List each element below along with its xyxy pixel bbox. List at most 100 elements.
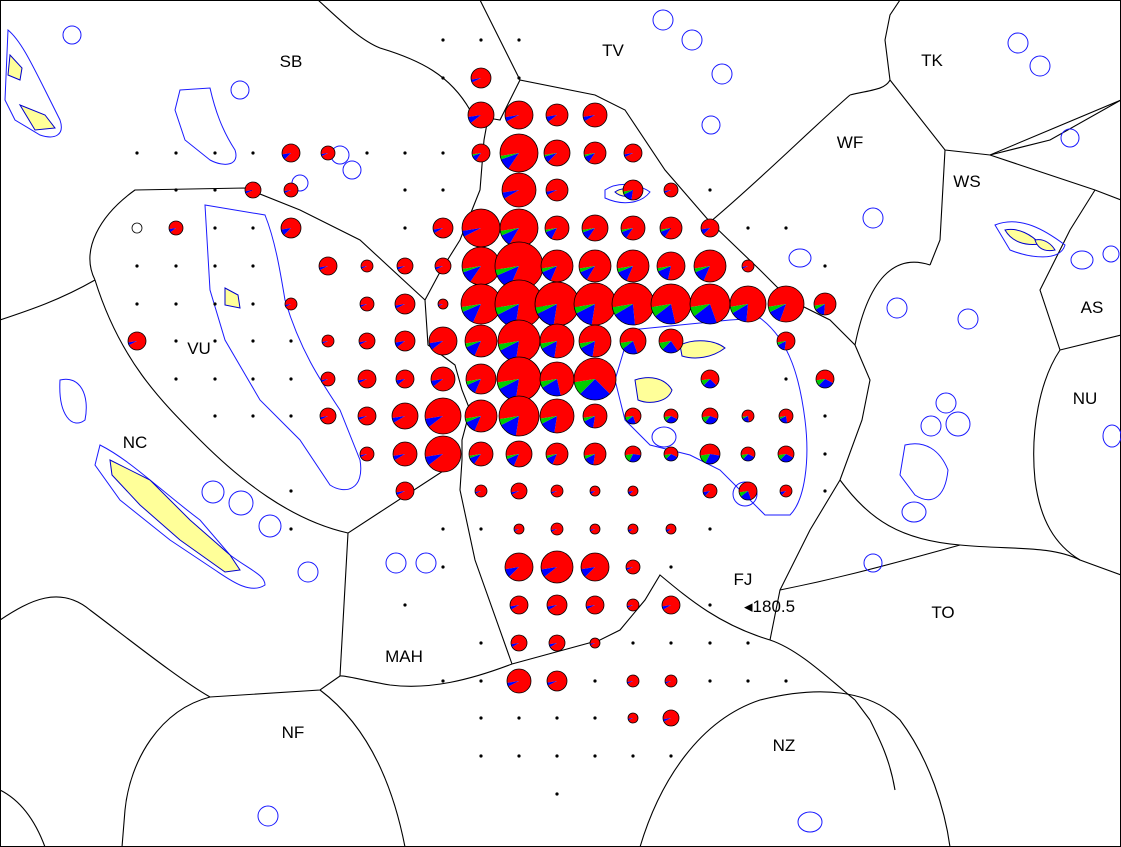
pie-slice-blue <box>463 266 481 282</box>
effort-dot <box>555 792 559 796</box>
pie-slice-green <box>541 266 557 273</box>
pie-outline <box>513 523 525 535</box>
pie-slice-blue <box>429 341 443 350</box>
pie-outline <box>620 215 646 241</box>
effort-dot <box>289 527 293 531</box>
effort-pie <box>391 402 419 430</box>
effort-dot <box>823 414 827 418</box>
pie-slice-blue <box>703 491 710 496</box>
pie-slice-green <box>778 454 786 460</box>
pie-outline <box>501 172 537 208</box>
pie-slice-red <box>392 403 419 429</box>
pie-slice-blue <box>666 416 678 423</box>
pie-slice-red <box>360 447 374 462</box>
pie-outline <box>777 445 795 463</box>
effort-pie <box>699 443 721 465</box>
effort-dot <box>555 716 559 720</box>
pie-slice-green <box>701 379 710 386</box>
effort-pie <box>505 440 533 468</box>
effort-pie <box>540 249 574 283</box>
pie-slice-red <box>700 370 719 386</box>
pie-slice-red <box>424 397 461 434</box>
pie-outline <box>664 674 678 688</box>
pie-slice-blue <box>514 529 519 532</box>
effort-pie <box>461 208 501 248</box>
pie-slice-blue <box>662 605 671 610</box>
effort-dot <box>289 414 293 418</box>
pie-outline <box>741 259 755 273</box>
effort-pie <box>611 282 655 326</box>
effort-dot <box>403 188 407 192</box>
pie-slice-blue <box>359 341 367 345</box>
pie-slice-blue <box>281 228 291 236</box>
pie-slice-green <box>461 304 481 312</box>
pie-slice-blue <box>510 605 519 610</box>
effort-pie <box>729 285 767 323</box>
zone-label-vu: VU <box>187 339 211 358</box>
pie-slice-blue <box>628 491 633 495</box>
pie-slice-blue <box>743 454 755 461</box>
pie-slice-blue <box>469 454 481 464</box>
pie-outline <box>578 249 612 283</box>
pie-outline <box>700 369 720 389</box>
pie-outline <box>583 141 607 165</box>
pie-slice-blue <box>435 266 443 270</box>
pie-slice-red <box>465 400 498 432</box>
pie-slice-green <box>741 454 748 459</box>
pie-slice-blue <box>393 454 405 461</box>
pie-outline <box>550 484 564 498</box>
pie-slice-red <box>282 143 301 162</box>
pie-slice-green <box>584 153 595 157</box>
pie-slice-green <box>574 379 595 394</box>
pie-outline <box>582 403 608 429</box>
pie-slice-blue <box>546 115 557 122</box>
pie-outline <box>581 214 609 242</box>
pie-slice-red <box>424 435 461 472</box>
effort-pie <box>778 408 794 424</box>
effort-pie <box>540 550 574 584</box>
pie-outline <box>627 523 639 535</box>
pie-outline <box>548 634 566 652</box>
effort-pie <box>509 595 529 615</box>
pie-slice-blue <box>627 681 633 684</box>
pie-outline <box>693 249 727 283</box>
effort-pie <box>539 398 575 434</box>
effort-pie <box>546 670 568 692</box>
effort-dot <box>631 754 635 758</box>
pie-slice-blue <box>701 228 710 235</box>
effort-dot <box>365 151 369 155</box>
pie-slice-red <box>394 330 415 351</box>
pie-slice-blue <box>472 153 481 161</box>
pie-slice-green <box>546 454 557 459</box>
effort-pie <box>693 249 727 283</box>
pie-slice-blue <box>425 416 443 428</box>
pie-outline <box>661 595 681 615</box>
pie-slice-blue <box>462 304 481 323</box>
zone-label-nz: NZ <box>773 736 796 755</box>
effort-pie <box>498 395 540 437</box>
pie-slice-blue <box>396 491 405 496</box>
pie-slice-green <box>579 266 595 273</box>
pie-outline <box>470 67 492 89</box>
pie-slice-red <box>497 357 541 401</box>
pie-slice-red <box>321 372 336 387</box>
pie-outline <box>702 483 718 499</box>
pie-outline <box>510 634 528 652</box>
pie-outline <box>465 363 497 395</box>
pie-outline <box>394 293 416 315</box>
pie-slice-red <box>547 594 567 615</box>
effort-pie <box>738 481 758 501</box>
pie-slice-blue <box>628 529 633 533</box>
pie-slice-blue <box>462 228 481 237</box>
pie-slice-blue <box>471 78 481 83</box>
pie-slice-blue <box>583 115 595 122</box>
pie-slice-blue <box>501 228 519 245</box>
effort-pie <box>359 446 375 462</box>
effort-pie <box>494 241 544 291</box>
effort-dot <box>213 302 217 306</box>
pie-slice-blue <box>392 416 405 423</box>
effort-pie <box>434 257 452 275</box>
effort-pie <box>661 595 681 615</box>
effort-dot <box>174 264 178 268</box>
